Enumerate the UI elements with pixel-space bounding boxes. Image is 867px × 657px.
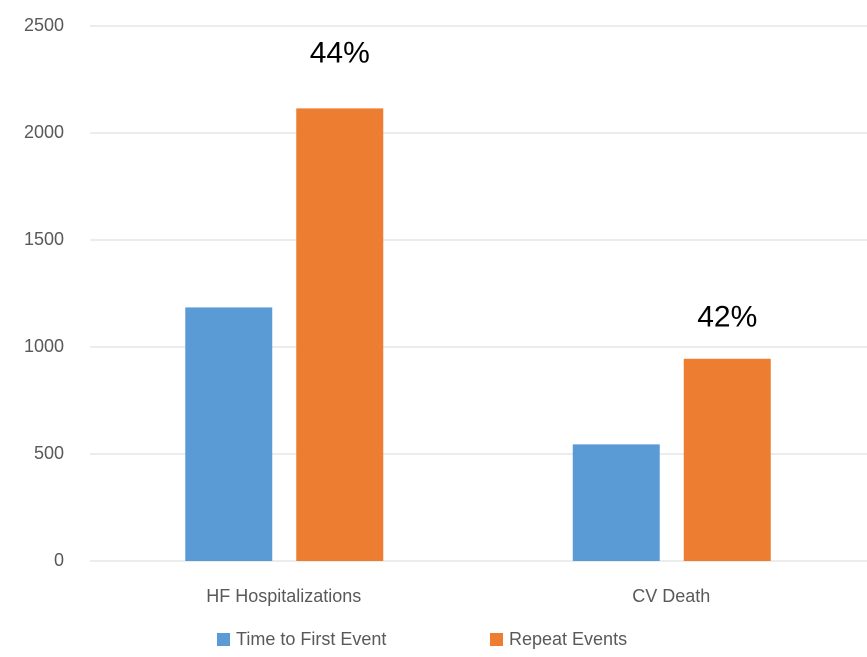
bar	[185, 307, 273, 561]
legend-swatch	[490, 633, 503, 646]
legend-swatch	[217, 633, 230, 646]
bar	[683, 358, 771, 561]
x-tick-label: CV Death	[632, 586, 710, 606]
legend-label: Repeat Events	[509, 629, 627, 649]
y-tick-label: 2500	[24, 15, 64, 35]
bar	[296, 108, 384, 561]
legend-label: Time to First Event	[236, 629, 386, 649]
y-tick-label: 0	[54, 550, 64, 570]
y-tick-label: 2000	[24, 122, 64, 142]
y-tick-label: 1000	[24, 336, 64, 356]
annotation: 44%	[310, 36, 370, 69]
bar	[572, 444, 660, 561]
y-tick-label: 500	[34, 443, 64, 463]
x-tick-label: HF Hospitalizations	[206, 586, 361, 606]
y-tick-label: 1500	[24, 229, 64, 249]
annotation: 42%	[697, 301, 757, 334]
